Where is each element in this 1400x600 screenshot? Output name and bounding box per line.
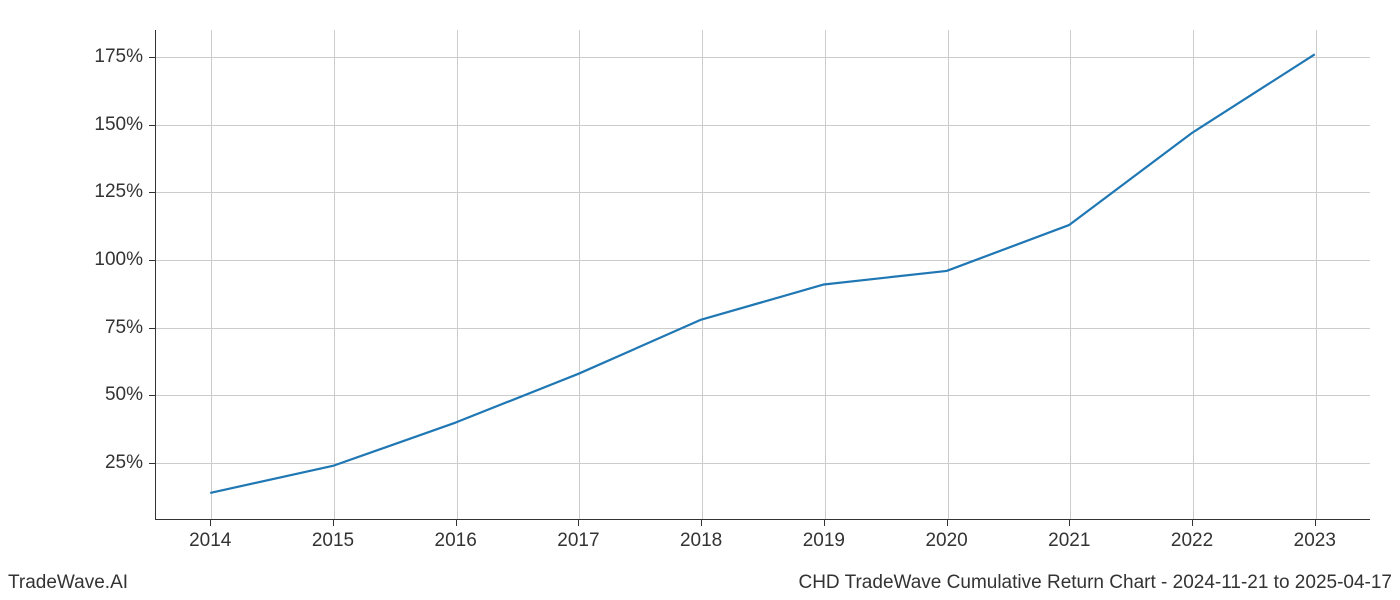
x-tick-label: 2022 bbox=[1171, 530, 1213, 552]
x-tick-mark bbox=[210, 520, 211, 526]
x-tick-label: 2015 bbox=[312, 530, 354, 552]
y-tick-mark bbox=[149, 192, 155, 193]
x-tick-label: 2019 bbox=[803, 530, 845, 552]
y-tick-label: 75% bbox=[105, 317, 143, 339]
y-tick-mark bbox=[149, 395, 155, 396]
x-tick-mark bbox=[1069, 520, 1070, 526]
y-tick-label: 150% bbox=[94, 114, 143, 136]
x-tick-mark bbox=[456, 520, 457, 526]
x-tick-label: 2017 bbox=[557, 530, 599, 552]
x-tick-label: 2021 bbox=[1048, 530, 1090, 552]
y-tick-mark bbox=[149, 328, 155, 329]
x-tick-label: 2023 bbox=[1294, 530, 1336, 552]
y-tick-label: 175% bbox=[94, 46, 143, 68]
y-tick-label: 25% bbox=[105, 452, 143, 474]
y-tick-mark bbox=[149, 125, 155, 126]
x-tick-mark bbox=[333, 520, 334, 526]
footer-left-text: TradeWave.AI bbox=[8, 572, 128, 594]
x-tick-mark bbox=[1315, 520, 1316, 526]
line-series bbox=[155, 30, 1370, 520]
y-tick-mark bbox=[149, 57, 155, 58]
y-tick-mark bbox=[149, 260, 155, 261]
y-tick-label: 50% bbox=[105, 384, 143, 406]
x-tick-mark bbox=[1192, 520, 1193, 526]
x-tick-label: 2014 bbox=[189, 530, 231, 552]
chart-container: 2014 2015 2016 2017 2018 2019 2020 2021 2022 2023… bbox=[0, 0, 1400, 600]
x-tick-mark bbox=[701, 520, 702, 526]
x-tick-mark bbox=[824, 520, 825, 526]
x-tick-label: 2016 bbox=[435, 530, 477, 552]
y-tick-mark bbox=[149, 463, 155, 464]
y-tick-label: 125% bbox=[94, 181, 143, 203]
return-line bbox=[210, 54, 1315, 493]
y-tick-label: 100% bbox=[94, 249, 143, 271]
x-tick-label: 2018 bbox=[680, 530, 722, 552]
footer-right-text: CHD TradeWave Cumulative Return Chart - … bbox=[798, 572, 1392, 594]
x-tick-mark bbox=[947, 520, 948, 526]
x-tick-label: 2020 bbox=[925, 530, 967, 552]
x-tick-mark bbox=[578, 520, 579, 526]
